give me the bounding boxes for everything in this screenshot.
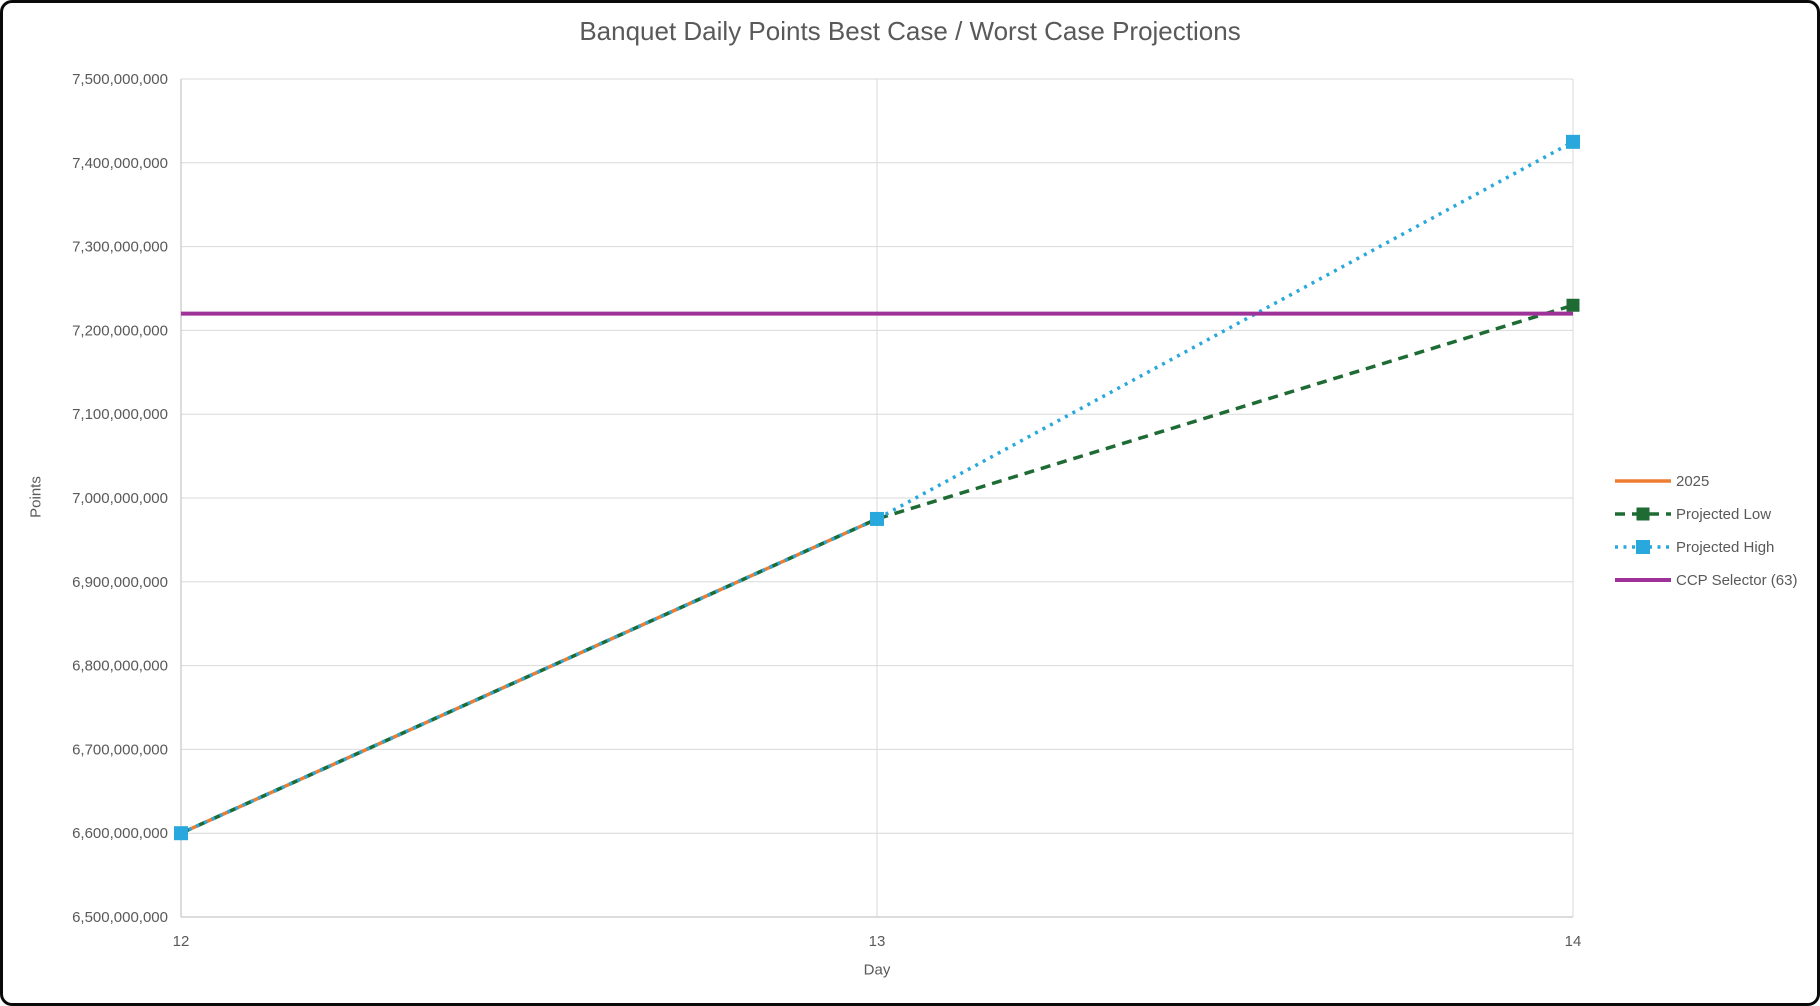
y-tick-label: 7,200,000,000 <box>72 322 168 339</box>
y-tick-label: 6,800,000,000 <box>72 658 168 675</box>
series-marker-projected-high <box>174 826 188 841</box>
y-tick-label: 6,500,000,000 <box>72 909 168 926</box>
series-line-projected-low <box>180 303 1574 835</box>
legend-item-ccp-selector-63: CCP Selector (63) <box>1615 570 1797 590</box>
legend-swatch-projected-high-icon <box>1615 540 1671 554</box>
y-tick-label: 7,000,000,000 <box>72 490 168 507</box>
legend-label-projected-high: Projected High <box>1676 538 1775 556</box>
series-marker-projected-high <box>1566 134 1580 149</box>
series-marker-projected-high <box>870 511 884 526</box>
y-tick-label: 6,600,000,000 <box>72 825 168 842</box>
legend-item-2025: 2025 <box>1615 471 1797 491</box>
x-axis-title: Day <box>863 961 891 979</box>
y-tick-label: 7,100,000,000 <box>72 406 168 423</box>
legend-label-projected-low: Projected Low <box>1676 505 1772 523</box>
y-tick-label: 6,900,000,000 <box>72 574 168 591</box>
plot-area: 6,500,000,000 6,600,000,000 6,700,000,000 6… <box>72 71 1582 950</box>
x-tick-label: 12 <box>173 933 190 950</box>
legend: 2025 Projected Low Projected High CCP Selec… <box>1615 471 1797 590</box>
y-axis-title: Points <box>27 476 45 518</box>
chart-title: Banquet Daily Points Best Case / Worst C… <box>579 16 1241 46</box>
y-tick-label: 7,400,000,000 <box>72 155 168 172</box>
legend-swatch-projected-low-icon <box>1615 507 1671 521</box>
y-tick-label: 7,300,000,000 <box>72 239 168 256</box>
legend-item-projected-high: Projected High <box>1615 537 1797 557</box>
series-marker-projected-low <box>1566 298 1580 312</box>
x-tick-label: 14 <box>1565 933 1582 950</box>
legend-label-ccp-selector-63: CCP Selector (63) <box>1676 571 1798 589</box>
legend-item-projected-low: Projected Low <box>1615 504 1797 524</box>
x-tick-label: 13 <box>869 933 886 950</box>
gridlines <box>180 78 1574 918</box>
legend-swatch-ccp-selector-63-icon <box>1615 578 1671 582</box>
legend-swatch-2025-icon <box>1615 479 1671 483</box>
legend-label-2025: 2025 <box>1676 472 1710 490</box>
y-tick-label: 6,700,000,000 <box>72 741 168 758</box>
y-tick-label: 7,500,000,000 <box>72 71 168 88</box>
